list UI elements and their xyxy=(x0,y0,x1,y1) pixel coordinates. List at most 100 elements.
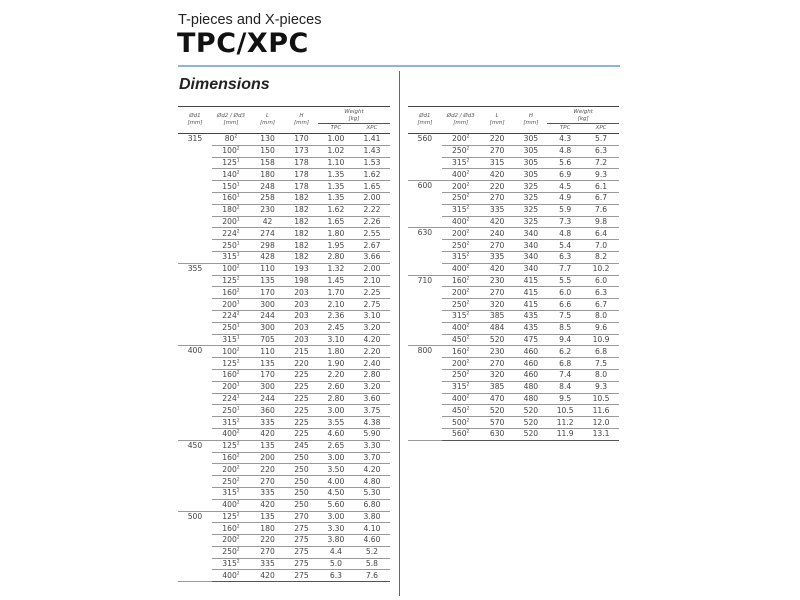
header-d2-label: Ød2 / Ød3 xyxy=(446,113,475,119)
table-header: Ød1 [mm] Ød2 / Ød3 [mm] L [mm] H [mm] Weight [kg]… xyxy=(408,106,619,134)
cell-d2: 1602 xyxy=(211,369,251,382)
cell-l: 630 xyxy=(479,428,515,441)
cell-tpc: 2.80 xyxy=(317,393,354,406)
cell-xpc: 9.3 xyxy=(583,168,619,182)
footnote-marker: 1 xyxy=(236,394,240,400)
cell-xpc: 2.40 xyxy=(353,357,390,370)
cell-tpc: 2.36 xyxy=(317,310,354,323)
cell-d2: 2242 xyxy=(211,227,251,241)
table-row: 2502 270 275 4.4 5.2 xyxy=(178,546,390,559)
cell-d2: 1602 xyxy=(211,522,251,536)
footnote-marker: 2 xyxy=(466,134,470,140)
header-h: H [mm] xyxy=(514,106,548,134)
cell-tpc: 1.02 xyxy=(317,145,354,158)
cell-d2-value: 160 xyxy=(222,452,237,462)
footnote-marker: 1 xyxy=(236,252,240,258)
cell-tpc: 5.4 xyxy=(547,239,584,252)
cell-d2-value: 200 xyxy=(222,535,237,545)
table-row: 2001 42 182 1.65 2.26 xyxy=(178,216,390,229)
cell-tpc: 9.5 xyxy=(547,393,584,406)
cell-tpc: 8.4 xyxy=(547,381,584,394)
footnote-marker: 2 xyxy=(236,559,240,565)
table-row: 1602 200 250 3.00 3.70 xyxy=(178,452,390,465)
cell-l: 258 xyxy=(250,192,286,205)
cell-l: 385 xyxy=(479,310,515,323)
cell-d2: 1802 xyxy=(211,204,251,217)
cell-l: 300 xyxy=(250,298,286,311)
document-title: TPC/XPC xyxy=(177,28,309,59)
cell-d2: 4002 xyxy=(211,569,251,583)
cell-tpc: 6.2 xyxy=(547,345,584,359)
cell-d2-value: 400 xyxy=(452,393,467,403)
cell-l: 420 xyxy=(250,499,286,512)
cell-l: 270 xyxy=(479,239,515,252)
table-row: 600 2002 220 325 4.5 6.1 xyxy=(408,180,619,229)
header-divider xyxy=(178,65,620,67)
header-d1-label: Ød1 xyxy=(189,113,201,119)
cell-d2: 2001 xyxy=(211,298,251,311)
cell-d2-value: 125 xyxy=(222,511,237,521)
table-row: 1252 135 198 1.45 2.10 xyxy=(178,275,390,288)
cell-l: 570 xyxy=(479,416,515,429)
cell-tpc: 3.80 xyxy=(317,534,354,547)
cell-xpc: 4.60 xyxy=(353,534,390,547)
cell-d2: 4002 xyxy=(441,216,480,229)
cell-l: 320 xyxy=(479,298,515,311)
cell-h: 415 xyxy=(514,275,548,288)
cell-xpc: 1.41 xyxy=(353,133,390,146)
cell-xpc: 1.62 xyxy=(353,168,390,182)
footnote-marker: 2 xyxy=(236,347,240,353)
table-row: 1802 230 182 1.62 2.22 xyxy=(178,204,390,217)
header-weight: Weight [kg] xyxy=(547,106,619,124)
cell-d2-value: 125 xyxy=(222,157,237,167)
cell-d2: 3152 xyxy=(211,416,251,429)
footnote-marker: 2 xyxy=(466,252,470,258)
footnote-marker: 2 xyxy=(466,335,470,341)
cell-tpc: 5.0 xyxy=(317,558,354,571)
cell-d2: 1002 xyxy=(211,145,251,158)
cell-xpc: 5.7 xyxy=(583,133,619,146)
table-row: 315 802 130 170 1.00 1.41 xyxy=(178,133,390,264)
cell-h: 225 xyxy=(285,428,318,441)
cell-d2-value: 160 xyxy=(452,346,467,356)
cell-h: 203 xyxy=(285,310,318,323)
cell-d2-value: 250 xyxy=(222,547,237,557)
header-weight: Weight [kg] xyxy=(317,106,390,124)
cell-tpc: 10.5 xyxy=(547,404,584,418)
cell-tpc: 1.35 xyxy=(317,168,354,182)
cell-h: 480 xyxy=(514,393,548,406)
cell-d2: 1501 xyxy=(211,180,251,193)
cell-d2: 2502 xyxy=(441,192,480,205)
cell-d2: 3152 xyxy=(441,251,480,264)
cell-h: 170 xyxy=(285,133,318,146)
table-row: 2502 270 250 4.00 4.80 xyxy=(178,475,390,488)
cell-l: 200 xyxy=(250,452,286,465)
table-row: 1602 170 225 2.20 2.80 xyxy=(178,369,390,382)
footnote-marker: 2 xyxy=(236,417,240,423)
cell-l: 335 xyxy=(479,251,515,264)
cell-d2: 4502 xyxy=(441,334,480,347)
cell-l: 220 xyxy=(479,180,515,193)
cell-d1: 400 xyxy=(178,345,212,441)
header-d2-label: Ød2 / Ød3 xyxy=(216,113,245,119)
cell-tpc: 5.6 xyxy=(547,157,584,170)
table-row: 4002 420 340 7.7 10.2 xyxy=(408,263,619,276)
cell-tpc: 4.9 xyxy=(547,192,584,205)
cell-h: 520 xyxy=(514,404,548,418)
footnote-marker: 2 xyxy=(466,288,470,294)
cell-h: 182 xyxy=(285,239,318,252)
footnote-marker: 2 xyxy=(236,535,240,541)
footnote-marker: 2 xyxy=(236,488,240,494)
cell-l: 150 xyxy=(250,145,286,158)
cell-h: 305 xyxy=(514,168,548,182)
table-row: 4002 420 305 6.9 9.3 xyxy=(408,168,619,182)
cell-d1: 800 xyxy=(408,345,442,441)
cell-tpc: 2.80 xyxy=(317,251,354,264)
cell-h: 460 xyxy=(514,357,548,370)
cell-d2: 1251 xyxy=(211,157,251,170)
cell-d2-value: 315 xyxy=(222,334,237,344)
cell-h: 203 xyxy=(285,298,318,311)
cell-l: 705 xyxy=(250,334,286,347)
cell-d2-value: 400 xyxy=(452,264,467,274)
footnote-marker: 2 xyxy=(466,382,470,388)
